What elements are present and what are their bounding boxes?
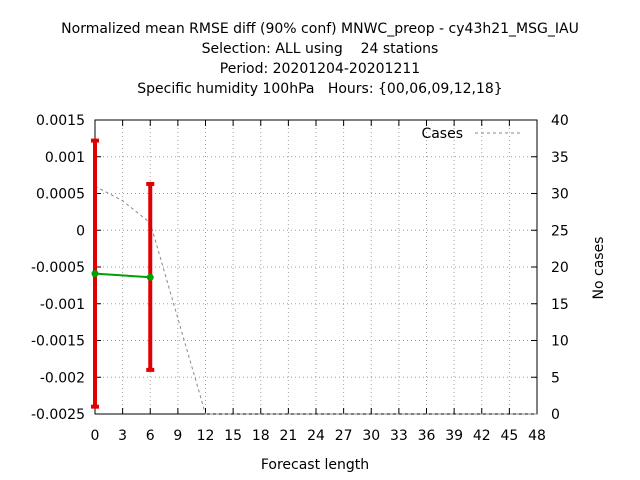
x-tick-label: 36 bbox=[418, 428, 436, 444]
x-tick-label: 12 bbox=[197, 428, 215, 444]
x-tick-label: 3 bbox=[118, 428, 127, 444]
data-point bbox=[91, 270, 99, 278]
legend: Cases bbox=[421, 126, 520, 142]
y-tick-label: 0.0015 bbox=[36, 113, 85, 129]
x-tick-label: 48 bbox=[528, 428, 546, 444]
x-tick-label: 6 bbox=[146, 428, 155, 444]
legend-label-cases: Cases bbox=[421, 126, 463, 142]
y2-tick-label: 10 bbox=[551, 334, 569, 350]
ticks: 0 3 6 9 12 15 18 21 24 27 30 33 36 39 42 45 480.00150.00… bbox=[31, 113, 569, 444]
x-tick-label: 33 bbox=[390, 428, 408, 444]
y2-tick-label: 5 bbox=[551, 370, 560, 386]
y2-tick-label: 15 bbox=[551, 297, 569, 313]
x-tick-label: 0 bbox=[91, 428, 100, 444]
y2-tick-label: 20 bbox=[551, 260, 569, 276]
y-tick-label: -0.0025 bbox=[31, 407, 85, 423]
x-tick-label: 27 bbox=[335, 428, 353, 444]
x-tick-label: 30 bbox=[362, 428, 380, 444]
y-tick-label: -0.0005 bbox=[31, 260, 85, 276]
x-tick-label: 15 bbox=[224, 428, 242, 444]
y2-axis-label: No cases bbox=[591, 237, 607, 300]
y-tick-label: -0.002 bbox=[40, 370, 85, 386]
y2-tick-label: 40 bbox=[551, 113, 569, 129]
chart-title-line-1: Normalized mean RMSE diff (90% conf) MNW… bbox=[61, 21, 579, 37]
chart-title-line-4: Specific humidity 100hPa Hours: {00,06,0… bbox=[137, 81, 503, 97]
x-tick-label: 21 bbox=[279, 428, 297, 444]
x-tick-label: 45 bbox=[500, 428, 518, 444]
x-tick-label: 39 bbox=[445, 428, 463, 444]
x-tick-label: 9 bbox=[173, 428, 182, 444]
series bbox=[91, 138, 537, 415]
y-tick-label: -0.0015 bbox=[31, 334, 85, 350]
series-line-cases bbox=[94, 185, 537, 415]
y2-tick-label: 35 bbox=[551, 150, 569, 166]
data-point bbox=[146, 273, 154, 281]
x-tick-label: 24 bbox=[307, 428, 325, 444]
y-tick-label: 0.001 bbox=[45, 150, 85, 166]
grid bbox=[95, 120, 537, 414]
y-tick-label: 0.0005 bbox=[36, 187, 85, 203]
y2-tick-label: 25 bbox=[551, 223, 569, 239]
x-axis-label: Forecast length bbox=[261, 457, 369, 473]
x-tick-label: 42 bbox=[473, 428, 491, 444]
chart-title-line-2: Selection: ALL using 24 stations bbox=[201, 41, 439, 57]
y-tick-label: -0.001 bbox=[40, 297, 85, 313]
series-line-diff bbox=[94, 272, 151, 279]
y2-tick-label: 0 bbox=[551, 407, 560, 423]
x-tick-label: 18 bbox=[252, 428, 270, 444]
y-tick-label: 0 bbox=[76, 223, 85, 239]
chart-title-line-3: Period: 20201204-20201211 bbox=[219, 61, 421, 77]
y2-tick-label: 30 bbox=[551, 187, 569, 203]
